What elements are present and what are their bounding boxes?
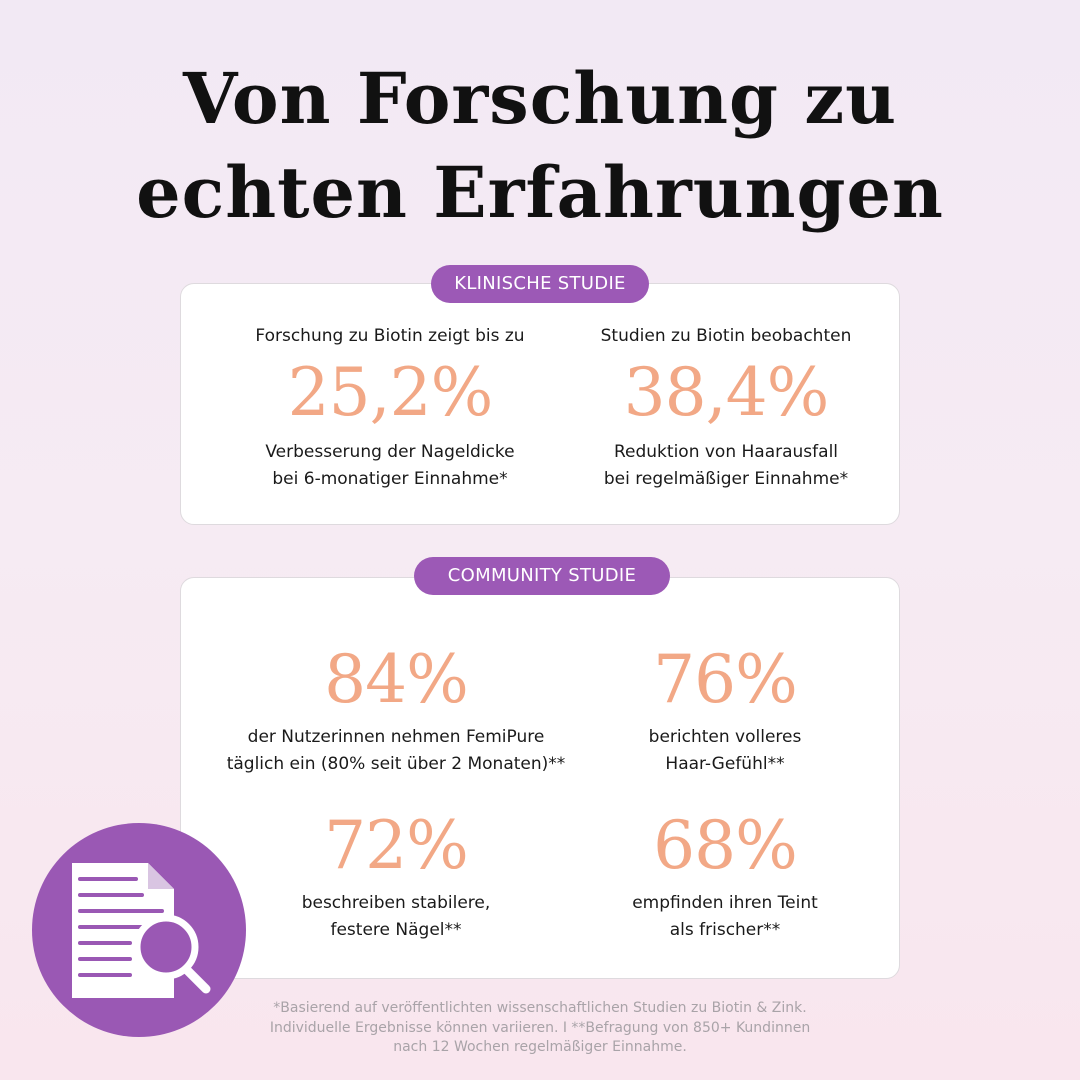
stat-description-line-2: festere Nägel** — [330, 920, 462, 940]
footnote-line-3: nach 12 Wochen regelmäßiger Einnahme. — [393, 1039, 687, 1055]
stat-value: 76% — [653, 641, 798, 718]
footnote: *Basierend auf veröffentlichten wissensc… — [240, 999, 840, 1058]
stat-description-line-1: beschreiben stabilere, — [301, 893, 491, 913]
community-study-label: COMMUNITY STUDIE — [414, 557, 670, 595]
stat-description: beschreiben stabilere, festere Nägel** — [196, 890, 596, 944]
clinical-study-card — [180, 283, 900, 525]
stat-lead: Studien zu Biotin beobachten — [600, 326, 852, 346]
footnote-line-2: Individuelle Ergebnisse können variieren… — [269, 1019, 811, 1036]
community-stat-stronger-nails: 72% beschreiben stabilere, festere Nägel… — [196, 808, 596, 944]
clinical-stat-nail-thickness: Forschung zu Biotin zeigt bis zu 25,2% V… — [220, 325, 560, 493]
stat-description-line-1: berichten volleres — [648, 727, 802, 747]
footnote-line-1: *Basierend auf veröffentlichten wissensc… — [273, 1000, 807, 1016]
clinical-stat-hair-loss: Studien zu Biotin beobachten 38,4% Reduk… — [556, 325, 896, 493]
page-title: Von Forschung zu echten Erfahrungen — [0, 52, 1080, 240]
clinical-study-label: KLINISCHE STUDIE — [431, 265, 649, 303]
stat-description-line-2: als frischer** — [669, 920, 781, 940]
community-stat-daily-use: 84% der Nutzerinnen nehmen FemiPure tägl… — [196, 642, 596, 778]
stat-value: 72% — [324, 807, 469, 884]
page-title-line-1: Von Forschung zu — [183, 57, 897, 140]
stat-value: 38,4% — [623, 354, 830, 431]
stat-value: 25,2% — [287, 354, 494, 431]
stat-description-line-1: der Nutzerinnen nehmen FemiPure — [247, 727, 545, 747]
community-stat-fuller-hair: 76% berichten volleres Haar-Gefühl** — [560, 642, 890, 778]
stat-description: Reduktion von Haarausfall bei regelmäßig… — [556, 439, 896, 493]
stat-description: empfinden ihren Teint als frischer** — [560, 890, 890, 944]
stat-description-line-1: empfinden ihren Teint — [632, 893, 818, 913]
stat-lead: Forschung zu Biotin zeigt bis zu — [255, 326, 525, 346]
stat-description: Verbesserung der Nageldicke bei 6-monati… — [220, 439, 560, 493]
stat-description-line-1: Verbesserung der Nageldicke — [265, 442, 515, 462]
stat-description-line-2: bei 6-monatiger Einnahme* — [272, 469, 508, 489]
stat-description-line-2: bei regelmäßiger Einnahme* — [603, 469, 849, 489]
stat-description: berichten volleres Haar-Gefühl** — [560, 724, 890, 778]
stat-description-line-2: Haar-Gefühl** — [665, 754, 785, 774]
stat-value: 68% — [653, 807, 798, 884]
stat-description-line-1: Reduktion von Haarausfall — [613, 442, 839, 462]
document-search-icon — [32, 823, 246, 1037]
stat-value: 84% — [324, 641, 469, 718]
stat-description-line-2: täglich ein (80% seit über 2 Monaten)** — [226, 754, 566, 774]
community-stat-fresher-complexion: 68% empfinden ihren Teint als frischer** — [560, 808, 890, 944]
page-title-line-2: echten Erfahrungen — [136, 151, 944, 234]
community-study-card — [180, 577, 900, 979]
stat-description: der Nutzerinnen nehmen FemiPure täglich … — [196, 724, 596, 778]
